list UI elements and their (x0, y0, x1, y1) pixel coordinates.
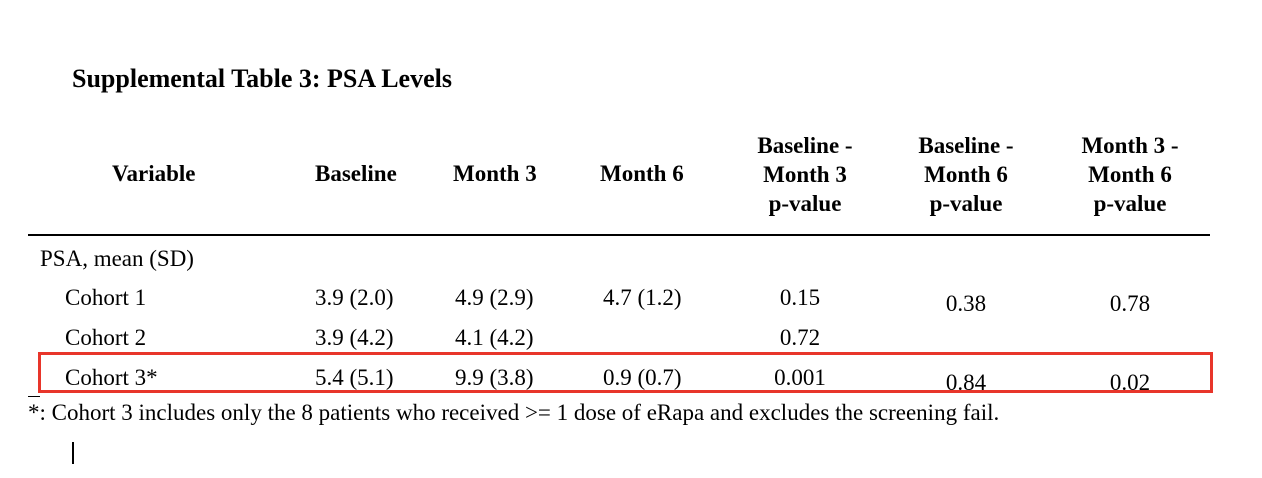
cell-p-month3-month6: 0.78 (1109, 291, 1151, 316)
cell-month6: 4.7 (1.2) (603, 285, 682, 310)
header-p-month3-month6: Month 3 - Month 6 p-value (1060, 131, 1200, 218)
bottom-rule (28, 396, 40, 397)
header-line: Baseline - (918, 133, 1014, 158)
header-p-baseline-month3: Baseline - Month 3 p-value (735, 131, 875, 218)
cell-month3: 4.9 (2.9) (455, 285, 534, 310)
section-label: PSA, mean (SD) (40, 246, 194, 271)
cell-p-baseline-month6: 0.84 (945, 370, 987, 395)
cell-baseline: 5.4 (5.1) (315, 365, 394, 390)
header-line: Baseline - (757, 133, 853, 158)
cell-p-month3-month6: 0.02 (1109, 370, 1151, 395)
header-line: Month 3 (763, 162, 847, 187)
header-rule (28, 234, 1210, 236)
row-label: Cohort 2 (65, 325, 147, 350)
header-line: p-value (929, 191, 1003, 216)
header-baseline: Baseline (315, 161, 397, 186)
header-line: Month 6 (1088, 162, 1172, 187)
header-line: Month 6 (924, 162, 1008, 187)
table-title: Supplemental Table 3: PSA Levels (72, 64, 452, 93)
text-cursor[interactable] (72, 442, 74, 464)
header-p-baseline-month6: Baseline - Month 6 p-value (896, 131, 1036, 218)
cell-month3: 9.9 (3.8) (455, 365, 534, 390)
cell-p-baseline-month3: 0.72 (779, 325, 821, 350)
row-label: Cohort 1 (65, 285, 147, 310)
cell-p-baseline-month3: 0.001 (774, 365, 826, 390)
cell-p-baseline-month3: 0.15 (779, 285, 821, 310)
footnote: *: Cohort 3 includes only the 8 patients… (28, 400, 1000, 425)
cell-month3: 4.1 (4.2) (455, 325, 534, 350)
cell-p-baseline-month6: 0.38 (945, 291, 987, 316)
header-variable: Variable (112, 161, 196, 186)
highlight-box (38, 352, 1213, 393)
header-line: p-value (768, 191, 842, 216)
header-month3: Month 3 (453, 161, 537, 186)
row-label: Cohort 3* (65, 365, 158, 390)
header-month6: Month 6 (600, 161, 684, 186)
cell-baseline: 3.9 (4.2) (315, 325, 394, 350)
header-line: p-value (1093, 191, 1167, 216)
cell-month6: 0.9 (0.7) (603, 365, 682, 390)
header-line: Month 3 - (1081, 133, 1179, 158)
cell-baseline: 3.9 (2.0) (315, 285, 394, 310)
